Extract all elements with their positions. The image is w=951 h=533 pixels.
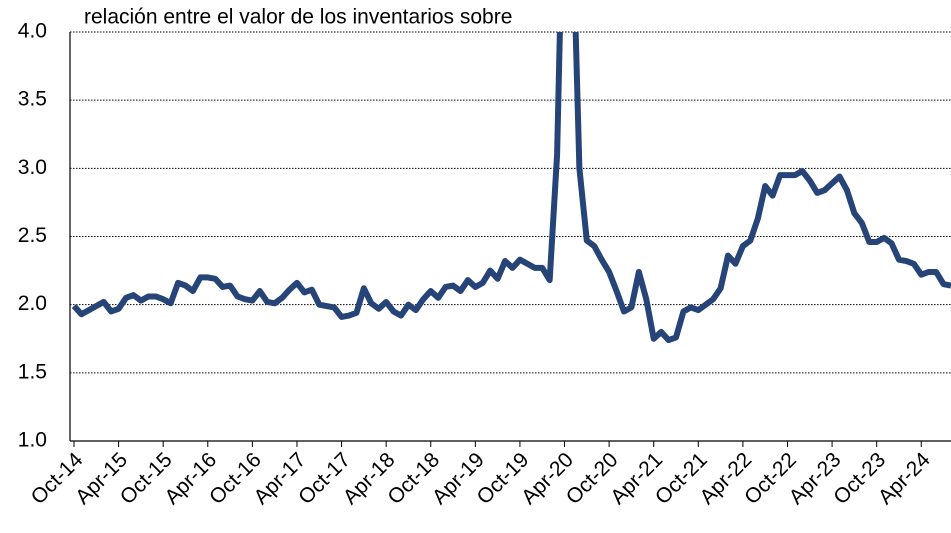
- x-tick-label: Apr-24: [874, 448, 935, 509]
- y-tick-label: 2.5: [18, 224, 47, 247]
- y-tick-label: 3.0: [18, 156, 47, 179]
- y-tick-label: 2.0: [18, 292, 47, 315]
- y-tick-label: 4.0: [18, 20, 47, 43]
- plot-area: [71, 32, 951, 344]
- y-tick-label: 3.5: [18, 88, 47, 111]
- y-tick-label: 1.5: [18, 360, 47, 383]
- y-tick-label: 1.0: [18, 429, 47, 452]
- series-line: [71, 32, 951, 344]
- chart-title: relación entre el valor de los inventari…: [84, 6, 512, 29]
